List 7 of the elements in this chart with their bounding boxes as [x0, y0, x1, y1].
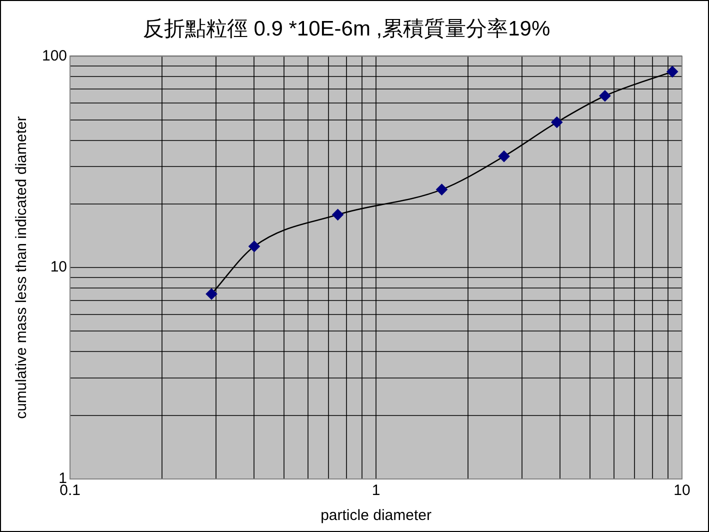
- chart-title: 反折點粒徑 0.9 *10E-6m ,累積質量分率19%: [142, 17, 550, 40]
- x-tick-label: 10: [674, 482, 690, 500]
- x-axis-title: particle diameter: [320, 507, 432, 524]
- y-tick-label: 100: [42, 47, 68, 64]
- y-tick-label: 10: [50, 258, 68, 276]
- y-axis-title: cumulative mass less than indicated diameter: [13, 116, 30, 419]
- x-tick-label: 1: [372, 482, 380, 500]
